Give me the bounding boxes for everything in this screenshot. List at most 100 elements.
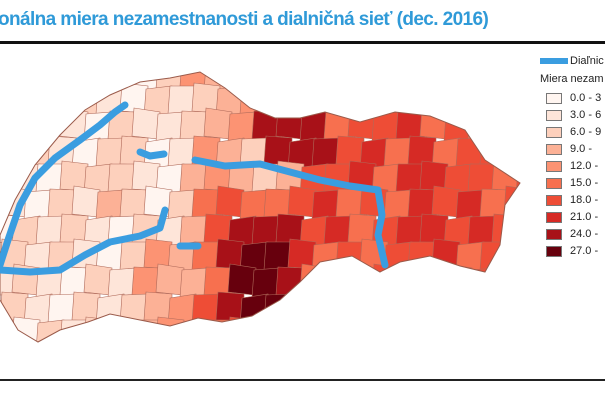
district [0, 345, 29, 373]
district [275, 213, 305, 244]
legend-swatch [546, 228, 562, 240]
district [155, 263, 185, 296]
legend-item: 15.0 - [540, 175, 605, 191]
district [71, 185, 101, 218]
district [215, 185, 245, 218]
district [480, 346, 512, 376]
district [431, 85, 466, 118]
legend-label: 15.0 - [570, 177, 599, 189]
legend-swatch [546, 194, 562, 206]
district [287, 291, 317, 322]
district [0, 72, 23, 93]
district [528, 190, 530, 220]
district [335, 293, 368, 324]
district [515, 111, 520, 143]
district [0, 137, 35, 171]
legend-item: 6.0 - 9 [540, 124, 605, 140]
district [11, 72, 44, 90]
district [407, 293, 440, 324]
legend-title: Miera nezam [540, 73, 604, 85]
district [323, 319, 358, 342]
district [491, 72, 520, 93]
legend-swatch [546, 143, 562, 155]
district [431, 185, 461, 218]
district [264, 346, 296, 376]
district [359, 85, 394, 118]
legend-item: 0.0 - 3 [540, 90, 605, 106]
district [107, 319, 142, 342]
legend-item: 18.0 - [540, 192, 605, 208]
legend-swatch [546, 92, 562, 104]
district [431, 291, 461, 322]
district [275, 72, 311, 93]
district [503, 238, 520, 270]
highway-segment [191, 156, 389, 269]
legend-label: 24.0 - [570, 228, 599, 240]
district [0, 160, 17, 192]
district [179, 319, 214, 342]
district [203, 107, 233, 140]
district [528, 342, 530, 373]
district [227, 72, 260, 90]
legend-label: 9.0 - [570, 143, 593, 155]
district [503, 137, 520, 171]
legend-highway: Diaľnic [540, 54, 605, 68]
district [347, 213, 377, 244]
legend-swatch [546, 160, 562, 172]
legend-item: 24.0 - [540, 226, 605, 242]
legend-swatch [546, 177, 562, 189]
district [287, 185, 317, 218]
district [107, 72, 137, 88]
district [504, 345, 530, 373]
district [407, 82, 437, 114]
district [395, 267, 429, 299]
legend-label: 12.0 - [570, 160, 599, 172]
district [323, 72, 353, 88]
district [167, 341, 197, 342]
district [419, 107, 449, 140]
district [419, 213, 449, 244]
district [515, 215, 520, 249]
district [455, 341, 485, 342]
district [419, 72, 455, 93]
district [528, 138, 530, 167]
district [432, 345, 461, 373]
district [59, 72, 95, 93]
legend-item: 3.0 - 6 [540, 107, 605, 123]
district [299, 72, 332, 90]
district [323, 267, 357, 299]
district [263, 82, 293, 114]
legend-label: 3.0 - 6 [570, 109, 602, 121]
district [347, 107, 377, 140]
district [299, 316, 329, 342]
district [336, 346, 368, 376]
district [528, 242, 530, 273]
district [35, 72, 65, 88]
district [383, 85, 415, 115]
legend-label: 0.0 - 3 [570, 92, 602, 104]
district [347, 72, 383, 93]
district [131, 107, 161, 140]
district [0, 107, 17, 140]
district-regions [0, 72, 530, 376]
district [227, 263, 257, 296]
district [467, 72, 497, 88]
district [383, 293, 419, 327]
district [275, 107, 305, 140]
district [95, 341, 125, 342]
legend-label: 18.0 - [570, 194, 599, 206]
district [216, 345, 245, 373]
district [479, 241, 511, 271]
district [11, 111, 45, 143]
district [407, 135, 437, 166]
district [371, 72, 404, 90]
legend-highway-label: Diaľnic [570, 55, 604, 67]
district [251, 72, 281, 88]
map-legend: Diaľnic Miera nezam 0.0 - 3 3.0 - 6 6.0 - … [540, 54, 605, 259]
district [59, 213, 89, 244]
district [48, 346, 80, 376]
district [131, 319, 163, 342]
district [335, 135, 365, 166]
district [23, 341, 53, 342]
legend-swatch [546, 211, 562, 223]
